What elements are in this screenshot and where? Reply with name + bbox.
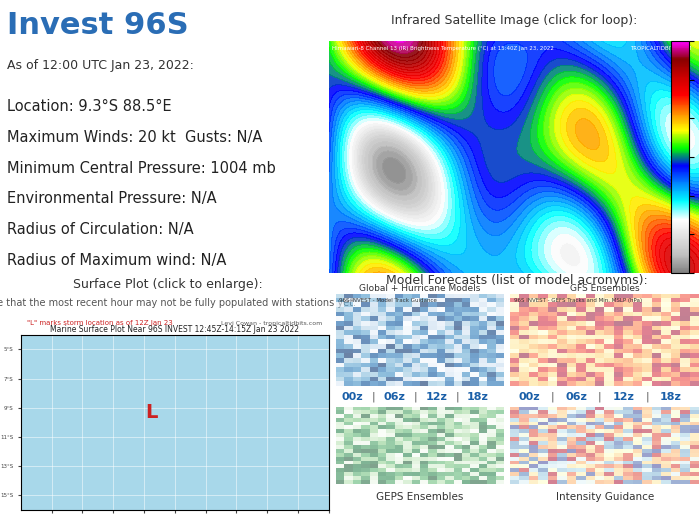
Text: L: L [145, 403, 158, 422]
Text: Model Forecasts (list of model acronyms):: Model Forecasts (list of model acronyms)… [387, 274, 648, 287]
Text: TROPICALTIDBITS.COM: TROPICALTIDBITS.COM [630, 46, 691, 51]
Text: |: | [371, 391, 375, 402]
Text: 12z: 12z [612, 391, 635, 402]
Text: |: | [645, 391, 649, 402]
Text: Levi Cowan - tropicaltidbits.com: Levi Cowan - tropicaltidbits.com [221, 321, 322, 326]
Text: Intensity Guidance: Intensity Guidance [556, 492, 654, 502]
Text: 96S INVEST - GEFS Tracks and Min. MSLP (hPa): 96S INVEST - GEFS Tracks and Min. MSLP (… [514, 298, 642, 303]
Text: Location: 9.3°S 88.5°E: Location: 9.3°S 88.5°E [7, 99, 171, 114]
Text: 06z: 06z [383, 391, 405, 402]
Text: 00z: 00z [342, 391, 363, 402]
Title: Global + Hurricane Models: Global + Hurricane Models [359, 284, 480, 293]
Text: Environmental Pressure: N/A: Environmental Pressure: N/A [7, 192, 216, 207]
Text: 96S INVEST - Model Track Guidance: 96S INVEST - Model Track Guidance [339, 298, 437, 303]
Title: GFS Ensembles: GFS Ensembles [570, 284, 640, 293]
Text: "L" marks storm location as of 12Z Jan 23: "L" marks storm location as of 12Z Jan 2… [27, 320, 173, 326]
Text: Radius of Maximum wind: N/A: Radius of Maximum wind: N/A [7, 253, 226, 268]
Text: Infrared Satellite Image (click for loop):: Infrared Satellite Image (click for loop… [391, 14, 637, 27]
Text: Minimum Central Pressure: 1004 mb: Minimum Central Pressure: 1004 mb [7, 161, 275, 176]
Text: 12z: 12z [425, 391, 447, 402]
Text: |: | [455, 391, 459, 402]
Text: Radius of Circulation: N/A: Radius of Circulation: N/A [7, 222, 194, 237]
Text: |: | [551, 391, 554, 402]
Text: Note that the most recent hour may not be fully populated with stations yet.: Note that the most recent hour may not b… [0, 298, 356, 308]
Text: |: | [413, 391, 417, 402]
Text: As of 12:00 UTC Jan 23, 2022:: As of 12:00 UTC Jan 23, 2022: [7, 59, 194, 72]
Text: 18z: 18z [467, 391, 489, 402]
Text: Himawari-8 Channel 13 (IR) Brightness Temperature (°C) at 15:40Z Jan 23, 2022: Himawari-8 Channel 13 (IR) Brightness Te… [332, 46, 554, 51]
Title: Marine Surface Plot Near 96S INVEST 12:45Z-14:15Z Jan 23 2022: Marine Surface Plot Near 96S INVEST 12:4… [50, 325, 299, 334]
Text: Invest 96S: Invest 96S [7, 11, 188, 40]
Text: Surface Plot (click to enlarge):: Surface Plot (click to enlarge): [73, 278, 263, 291]
Text: 00z: 00z [519, 391, 540, 402]
Text: GEPS Ensembles: GEPS Ensembles [376, 492, 463, 502]
Text: |: | [598, 391, 602, 402]
Text: 18z: 18z [660, 391, 682, 402]
Text: 06z: 06z [565, 391, 587, 402]
Text: Maximum Winds: 20 kt  Gusts: N/A: Maximum Winds: 20 kt Gusts: N/A [7, 130, 262, 145]
